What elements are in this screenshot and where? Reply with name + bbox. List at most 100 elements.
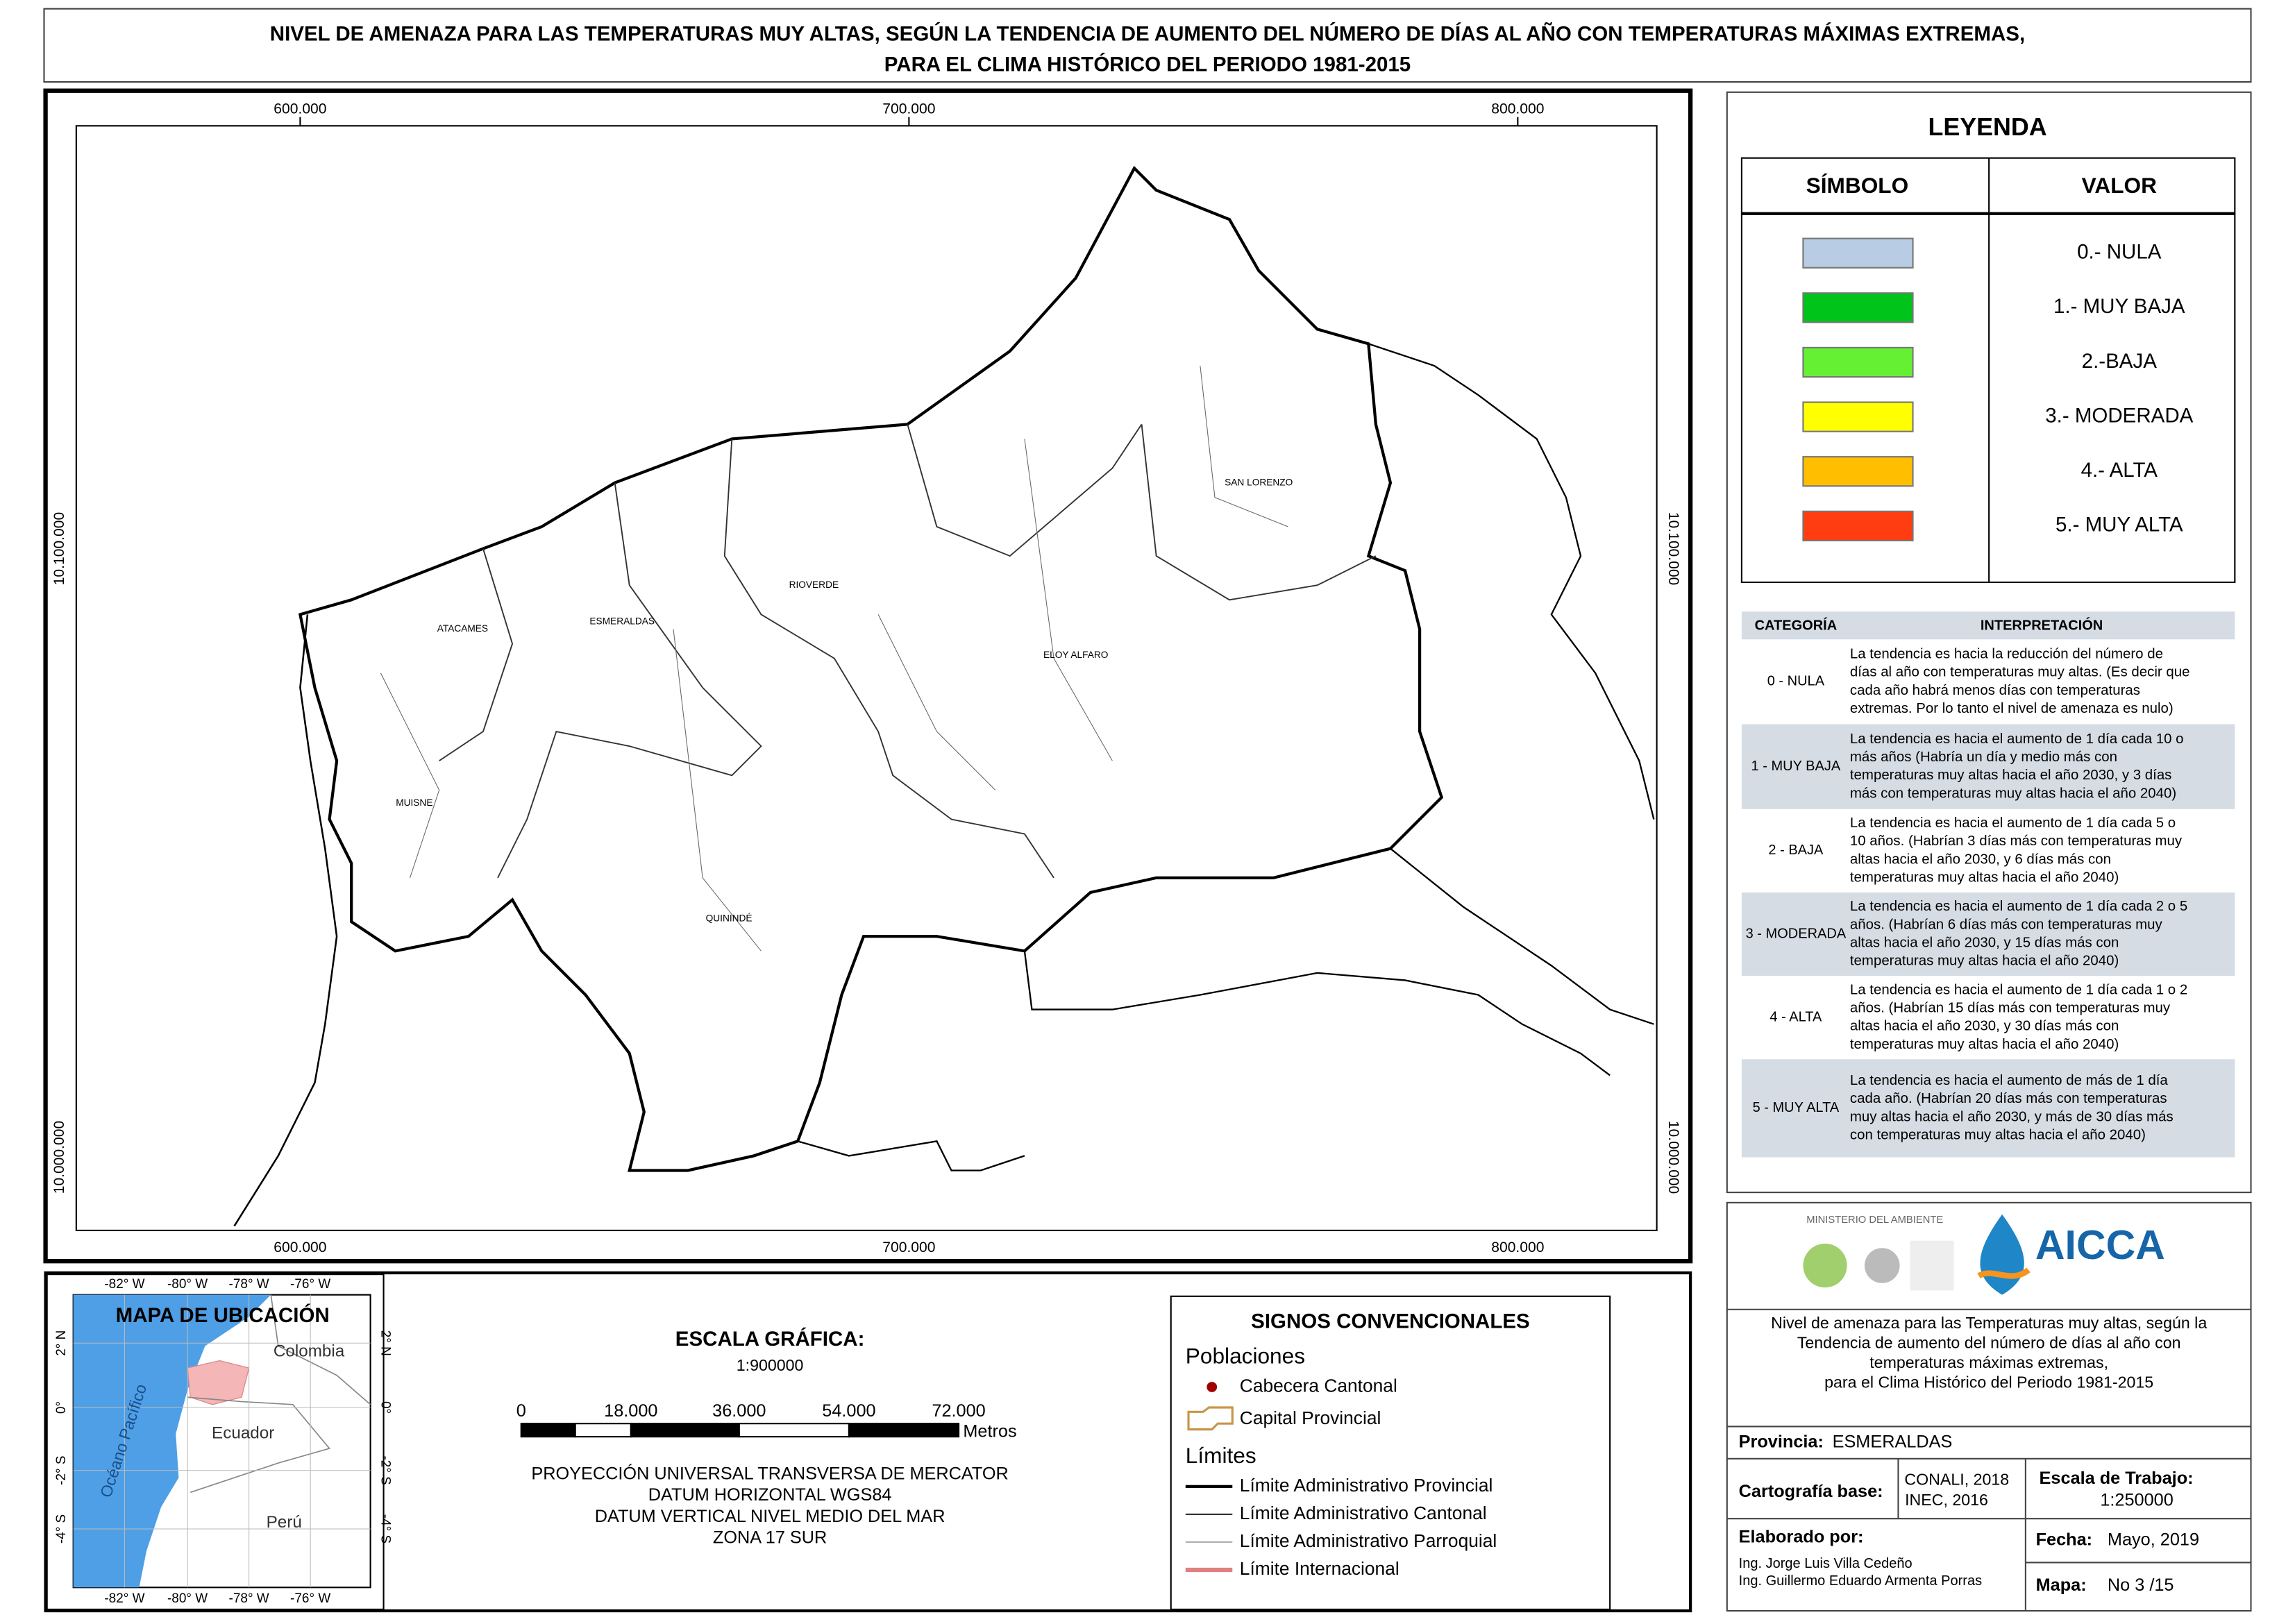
location-map: -82° W -82° W -80° W -80° W -78° W -78° W -76°… — [54, 1277, 393, 1606]
work-scale: 1:250000 — [2100, 1491, 2173, 1510]
place-label: MUISNE — [396, 797, 432, 808]
date: Mayo, 2019 — [2108, 1530, 2199, 1550]
parish-boundary — [380, 365, 1288, 951]
interp-text: con temperaturas muy altas hacia el año … — [1850, 1127, 2146, 1143]
symbol-label: Límite Administrativo Cantonal — [1240, 1503, 1487, 1523]
place-label: RIOVERDE — [789, 580, 839, 590]
y-coordinate: 10.100.000 — [1665, 512, 1681, 586]
projection-line: PROYECCIÓN UNIVERSAL TRANSVERSA DE MERCA… — [531, 1464, 1008, 1484]
interp-text: 10 años. (Habrían 3 días más con tempera… — [1850, 833, 2183, 849]
scale-segment — [630, 1423, 740, 1438]
scale-tick: 54.000 — [822, 1401, 875, 1421]
symbol-point — [1207, 1382, 1218, 1392]
province: ESMERALDAS — [1833, 1432, 1953, 1451]
scale-segment — [738, 1423, 850, 1438]
cartography: INEC, 2016 — [1905, 1491, 1988, 1509]
scale-segment — [520, 1423, 576, 1438]
interp-text: cada año habrá menos días con temperatur… — [1850, 682, 2140, 698]
interp-text: altas hacia el año 2030, y 15 días más c… — [1850, 935, 2119, 951]
interp-category: 5 - MUY ALTA — [1753, 1100, 1840, 1115]
ministry-logo: MINISTERIO DEL AMBIENTE — [1806, 1215, 1943, 1226]
scale-ratio: 1:900000 — [737, 1356, 804, 1374]
interp-category: 4 - ALTA — [1769, 1009, 1822, 1024]
country-label: Perú — [267, 1513, 302, 1532]
description: Nivel de amenaza para las Temperaturas m… — [1771, 1314, 2207, 1391]
interp-header: INTERPRETACIÓN — [1981, 617, 2103, 634]
place-label: QUININDÉ — [706, 913, 753, 924]
description-line: para el Clima Histórico del Periodo 1981… — [1824, 1373, 2153, 1391]
lat-label: 2° N — [54, 1330, 69, 1356]
lat-label: 2° N — [378, 1330, 393, 1356]
map-label: Mapa: — [2036, 1575, 2087, 1595]
y-coordinate: 10.000.000 — [1665, 1121, 1681, 1194]
x-coordinate: 700.000 — [882, 1240, 935, 1255]
date-label: Fecha: — [2036, 1530, 2093, 1550]
title-line: NIVEL DE AMENAZA PARA LAS TEMPERATURAS M… — [270, 22, 2025, 45]
coordinate-labels: 600.000 600.000 700.000 700.000 800.000 800.0… — [51, 101, 1681, 1255]
author: Ing. Jorge Luis Villa Cedeño — [1739, 1556, 1912, 1571]
symbols-title: SIGNOS CONVENCIONALES — [1251, 1310, 1530, 1333]
interp-row-bg — [1741, 724, 2235, 809]
lon-label: -82° W — [104, 1591, 144, 1606]
interp-text: más con temperaturas muy altas hacia el … — [1850, 785, 2176, 801]
interp-header: CATEGORÍA — [1755, 618, 1838, 634]
interp-text: muy altas hacia el año 2030, y más de 30… — [1850, 1108, 2174, 1124]
interp-category: 1 - MUY BAJA — [1751, 759, 1841, 774]
cartography: CONALI, 2018 — [1904, 1471, 2009, 1489]
interp-text: días al año con temperaturas muy altas. … — [1850, 664, 2190, 680]
interp-text: La tendencia es hacia el aumento de 1 dí… — [1850, 815, 2176, 831]
legend-swatch — [1802, 292, 1914, 323]
y-coordinate: 10.100.000 — [51, 512, 67, 586]
symbol-group: Poblaciones — [1186, 1344, 1305, 1369]
province-label: Provincia: — [1739, 1432, 1824, 1451]
cantonal-boundary — [439, 423, 1377, 879]
interp-text: La tendencia es hacia el aumento de 1 dí… — [1850, 981, 2187, 997]
place-label: SAN LORENZO — [1225, 477, 1293, 487]
interp-text: La tendencia es hacia el aumento de 1 dí… — [1850, 731, 2184, 747]
description-line: Nivel de amenaza para las Temperaturas m… — [1771, 1314, 2207, 1332]
lon-label: -80° W — [167, 1277, 208, 1292]
symbol-capital — [1187, 1406, 1234, 1431]
place-label: ELOY ALFARO — [1043, 650, 1108, 660]
interp-category: 0 - NULA — [1767, 674, 1825, 689]
x-coordinate: 800.000 — [1491, 101, 1544, 117]
description-line: temperaturas máximas extremas, — [1869, 1353, 2108, 1371]
scale-tick: 18.000 — [604, 1401, 657, 1421]
lon-label: -76° W — [290, 1591, 330, 1606]
lat-label: 0° — [378, 1401, 393, 1414]
x-coordinate: 600.000 — [274, 1240, 326, 1255]
projection-line: DATUM HORIZONTAL WGS84 — [648, 1485, 892, 1505]
interp-text: temperaturas muy altas hacia el año 2040… — [1850, 869, 2119, 885]
interp-text: cada año. (Habrían 20 días más con tempe… — [1850, 1090, 2167, 1106]
legend-swatch — [1802, 456, 1914, 487]
scale-segment — [574, 1423, 632, 1438]
gobierno-logo — [1910, 1240, 1954, 1291]
legend-title: LEYENDA — [1928, 113, 2046, 141]
map-number: No 3 /15 — [2108, 1575, 2174, 1595]
scale-tick: 72.000 — [932, 1401, 985, 1421]
symbol-group: Límites — [1186, 1443, 1256, 1468]
projection: PROYECCIÓN UNIVERSAL TRANSVERSA DE MERCA… — [531, 1464, 1008, 1548]
legend-label: 5.- MUY ALTA — [2056, 514, 2183, 536]
place-label: ATACAMES — [437, 623, 488, 634]
legend-label: 4.- ALTA — [2081, 459, 2158, 482]
logos: MINISTERIO DEL AMBIENTE AICCA — [1803, 1214, 2165, 1295]
location-title: MAPA DE UBICACIÓN — [116, 1303, 330, 1327]
symbol-label: Cabecera Cantonal — [1240, 1375, 1397, 1396]
ocean — [73, 1294, 271, 1588]
interp-text: La tendencia es hacia la reducción del n… — [1850, 646, 2163, 662]
country-label: Colombia — [274, 1342, 345, 1360]
scale-title: ESCALA GRÁFICA: — [675, 1327, 865, 1351]
legend-label: 1.- MUY BAJA — [2053, 295, 2185, 318]
aicca-logo: AICCA — [2035, 1222, 2165, 1268]
lat-label: 0° — [54, 1401, 69, 1414]
authors-label: Elaborado por: — [1739, 1527, 1864, 1546]
x-coordinate: 700.000 — [882, 101, 935, 117]
lon-label: -78° W — [229, 1277, 269, 1292]
ecuador-emblem — [1864, 1248, 1900, 1283]
coastline — [233, 614, 338, 1227]
scale-tick: 36.000 — [712, 1401, 766, 1421]
legend-label: 3.- MODERADA — [2045, 404, 2193, 427]
projection-line: DATUM VERTICAL NIVEL MEDIO DEL MAR — [595, 1507, 945, 1526]
